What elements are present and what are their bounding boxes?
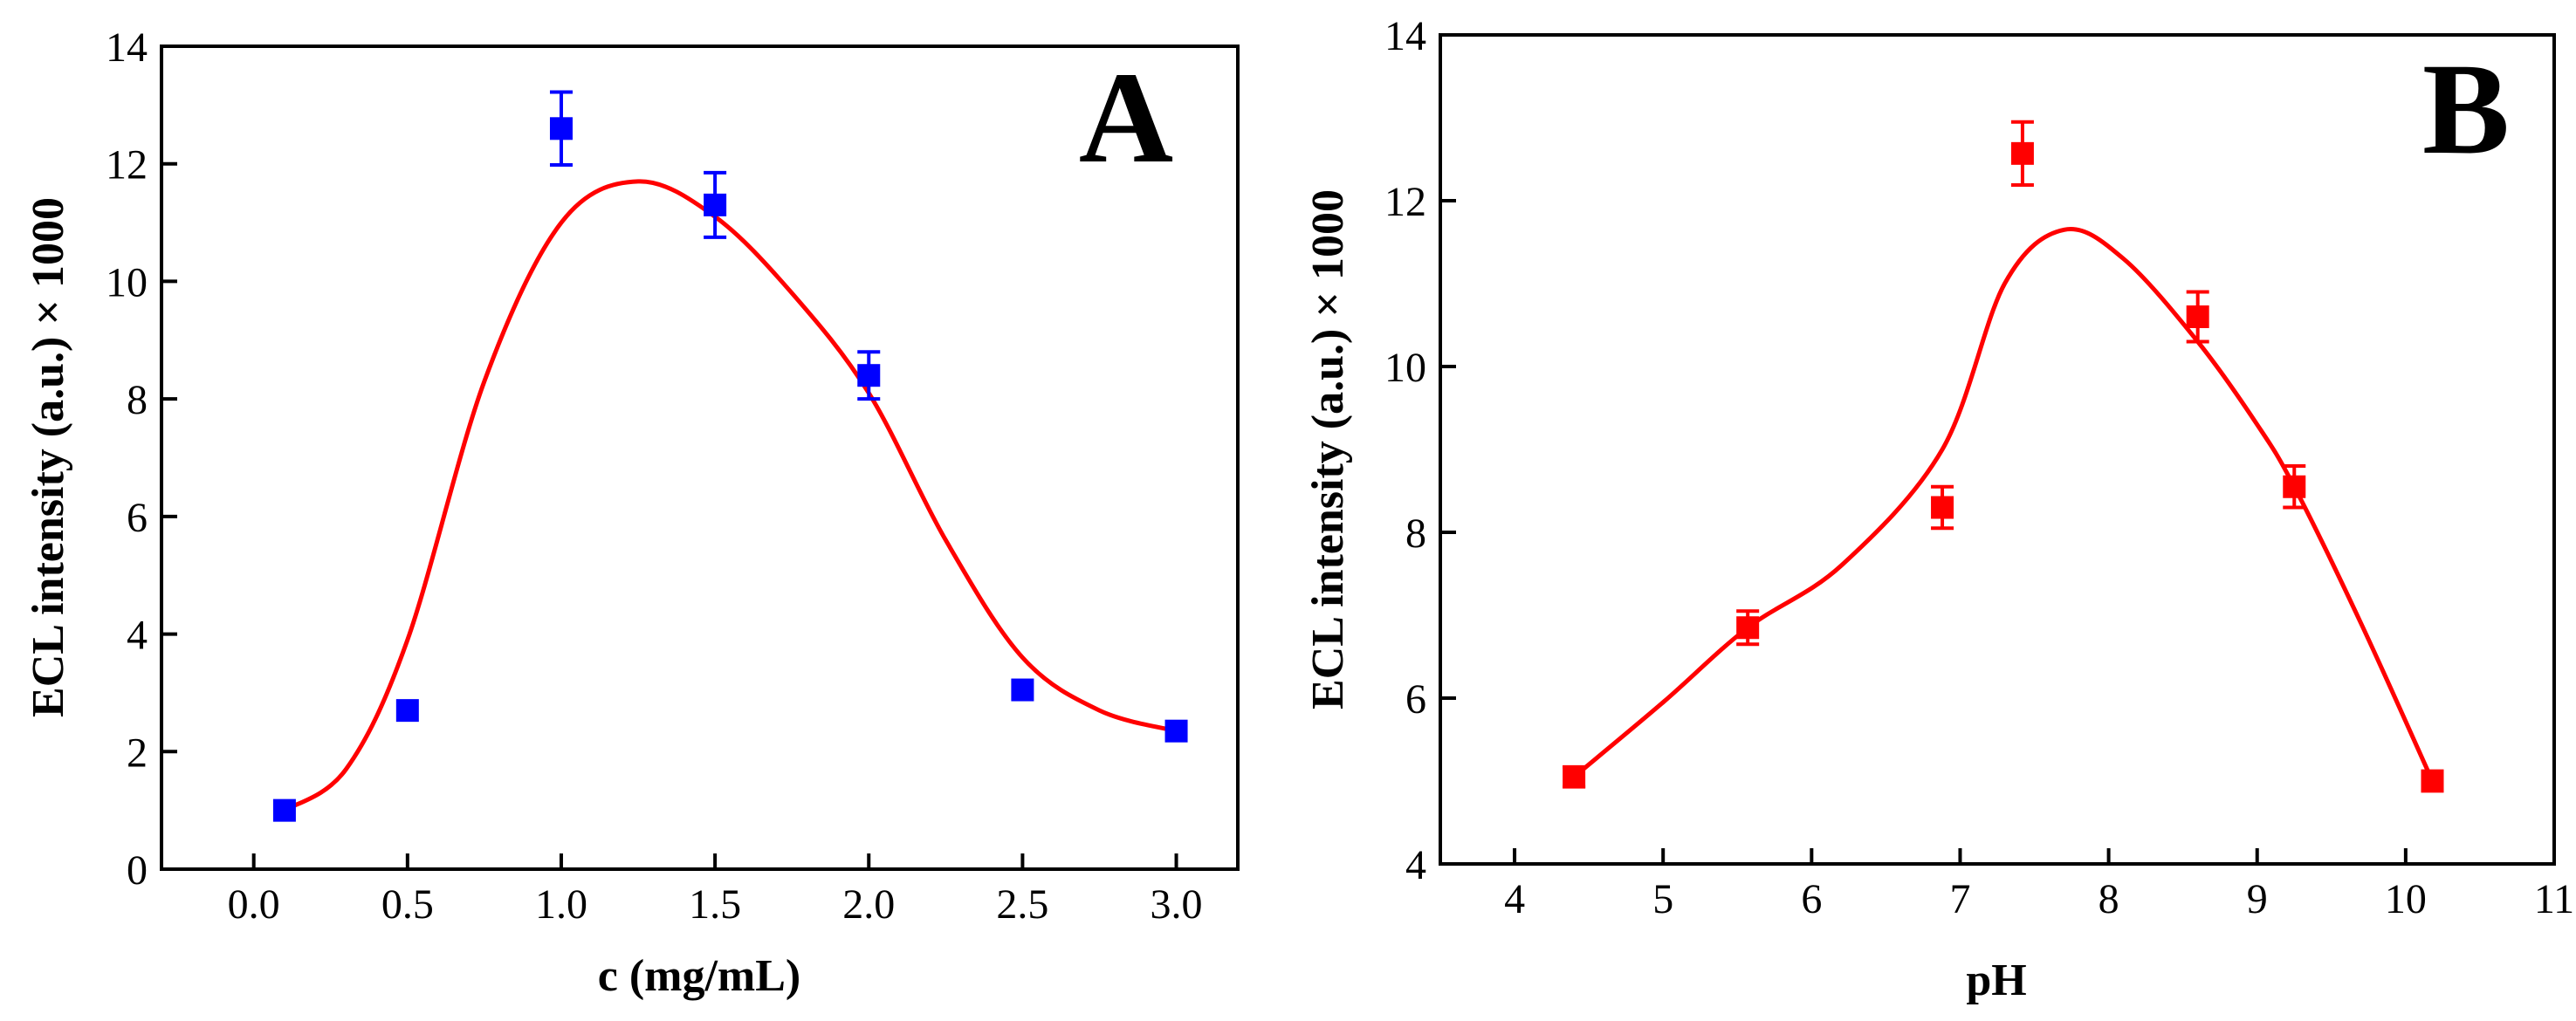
panel-a-y-tick-label: 10 — [106, 259, 148, 305]
panel-a-data-point — [1011, 678, 1034, 702]
panel-b-points-group — [1563, 120, 2444, 793]
panel-a-y-tick-label: 0 — [127, 847, 148, 894]
panel-b: 4 5 6 7 8 9 10 11 4 6 8 10 12 14 B pH ECL intensity … — [1303, 13, 2574, 1005]
panel-b-x-ticks: 4 5 6 7 8 9 10 11 — [1504, 848, 2574, 922]
panel-b-data-point — [2421, 770, 2444, 792]
panel-b-fit-curve — [1572, 226, 2435, 783]
panel-b-y-tick-label: 6 — [1405, 676, 1426, 723]
panel-a-label: A — [1079, 45, 1173, 190]
panel-a-x-tick-label: 1.0 — [535, 881, 587, 928]
panel-a-x-tick-label: 3.0 — [1151, 881, 1203, 928]
panel-b-x-tick-label: 7 — [1949, 876, 1970, 922]
panel-b-data-point — [2010, 141, 2034, 165]
panel-a-x-tick-label: 0.5 — [381, 881, 434, 928]
panel-a-data-point — [704, 193, 727, 216]
panel-a-plot-frame — [160, 45, 1240, 871]
panel-b-data-point — [1736, 616, 1760, 640]
panel-a-x-tick-label: 2.5 — [996, 881, 1048, 928]
panel-a-x-tick-label: 0.0 — [228, 881, 280, 928]
panel-a-y-tick-label: 12 — [106, 142, 148, 188]
panel-b-y-axis-label: ECL intensity (a.u.) × 1000 — [1303, 189, 1353, 709]
panel-b-x-tick-label: 11 — [2534, 876, 2574, 922]
panel-a-y-tick-label: 2 — [127, 730, 148, 776]
panel-b-fit-curve-group — [1572, 226, 2435, 783]
panel-b-x-axis-label: pH — [1966, 956, 2026, 1005]
panel-a-x-axis-label: c (mg/mL) — [598, 951, 800, 1001]
panel-b-y-tick-label: 4 — [1405, 842, 1426, 888]
panel-b-y-ticks: 4 6 8 10 12 14 — [1384, 13, 1456, 888]
panel-b-y-tick-label: 14 — [1384, 13, 1426, 59]
panel-b-data-point — [1931, 496, 1954, 519]
panel-a-data-point — [272, 798, 296, 822]
panel-a-y-tick-label: 4 — [127, 613, 148, 659]
panel-a-y-tick-label: 6 — [127, 495, 148, 541]
panel-a-data-point — [549, 117, 573, 140]
panel-a-y-ticks: 0 2 4 6 8 10 12 14 — [106, 24, 177, 894]
panel-b-label: B — [2422, 37, 2510, 182]
panel-a-x-tick-label: 1.5 — [689, 881, 741, 928]
panel-b-data-point — [1563, 765, 1586, 789]
panel-b-y-tick-label: 8 — [1405, 510, 1426, 557]
panel-b-y-tick-label: 12 — [1384, 179, 1426, 225]
panel-b-y-tick-label: 10 — [1384, 345, 1426, 391]
panel-a-x-ticks: 0.0 0.5 1.0 1.5 2.0 2.5 3.0 — [228, 853, 1203, 928]
panel-a-data-point — [857, 364, 881, 387]
panel-a-data-point — [1164, 719, 1188, 743]
panel-a-y-tick-label: 8 — [127, 377, 148, 423]
panel-a-y-tick-label: 14 — [106, 24, 148, 71]
panel-b-x-tick-label: 4 — [1504, 876, 1525, 922]
panel-a: 0.0 0.5 1.0 1.5 2.0 2.5 3.0 0 2 4 6 8 10 12 14 A c (m… — [24, 24, 1240, 1001]
panel-a-y-axis-label: ECL intensity (a.u.) × 1000 — [24, 197, 73, 717]
panel-a-x-tick-label: 2.0 — [842, 881, 895, 928]
panel-b-x-tick-label: 6 — [1801, 876, 1822, 922]
panel-b-x-tick-label: 5 — [1652, 876, 1673, 922]
panel-a-data-point — [395, 699, 419, 723]
panel-b-plot-frame — [1439, 33, 2556, 866]
panel-b-x-tick-label: 10 — [2385, 876, 2427, 922]
panel-a-points-group — [272, 90, 1188, 822]
panel-b-data-point — [2283, 475, 2306, 498]
panel-b-x-tick-label: 9 — [2247, 876, 2268, 922]
panel-b-data-point — [2186, 305, 2209, 328]
panel-b-x-tick-label: 8 — [2099, 876, 2119, 922]
